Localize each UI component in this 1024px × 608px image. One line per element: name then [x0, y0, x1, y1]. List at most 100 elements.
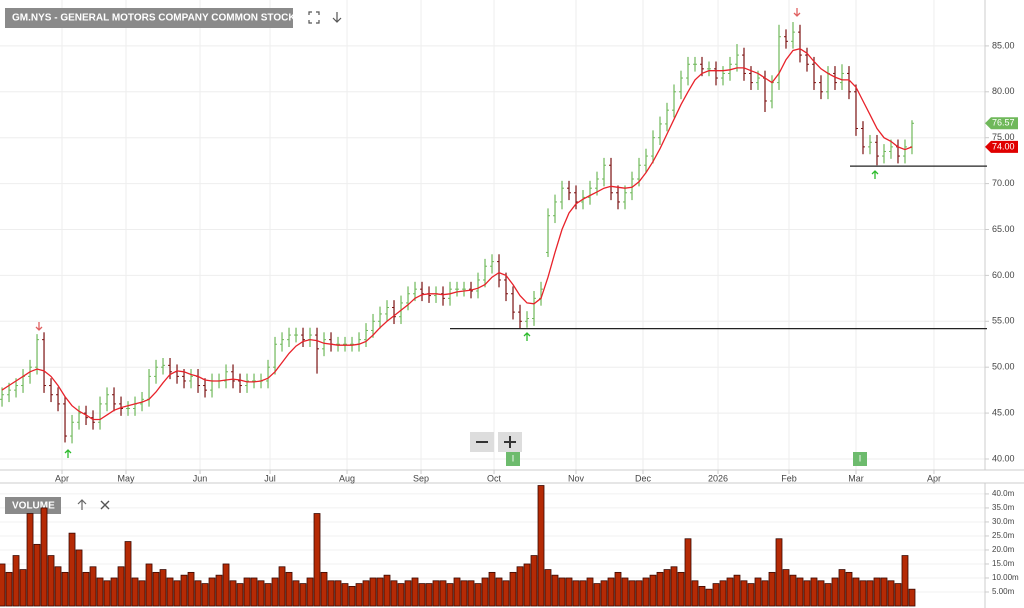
volume-bar [215, 574, 223, 607]
volume-bar [502, 580, 510, 607]
volume-bar [474, 583, 482, 607]
y-tick-label: 70.00 [992, 178, 1015, 188]
sell-arrow [793, 8, 801, 17]
volume-bar [82, 571, 90, 607]
volume-bar [845, 571, 853, 607]
event-marker [853, 452, 867, 466]
volume-bar [509, 571, 517, 607]
x-tick-label: May [117, 473, 135, 483]
volume-bar [656, 571, 664, 607]
move-up-icon[interactable] [77, 499, 87, 510]
volume-bar [390, 580, 398, 607]
volume-bar [887, 580, 895, 607]
event-marker [506, 452, 520, 466]
volume-bar [362, 580, 370, 607]
volume-bar [621, 577, 629, 607]
volume-bar [33, 543, 41, 607]
title-box [5, 8, 293, 28]
volume-bar [530, 555, 538, 607]
volume-bar [243, 577, 251, 607]
volume-bar [789, 574, 797, 607]
volume-bar [348, 585, 356, 607]
volume-bar [12, 555, 20, 607]
x-tick-label: Apr [55, 473, 69, 483]
x-tick-label: Nov [568, 473, 585, 483]
volume-bar [880, 577, 888, 607]
fullscreen-icon[interactable] [308, 11, 320, 24]
volume-bar [544, 569, 552, 607]
volume-bar [894, 583, 902, 607]
x-tick-label: Mar [848, 473, 864, 483]
volume-bar [117, 566, 125, 607]
y-tick-label: 5.00m [992, 587, 1015, 596]
volume-bar [26, 513, 34, 607]
y-tick-label: 55.00 [992, 316, 1015, 326]
event-label: I [859, 453, 862, 463]
volume-bar [47, 555, 55, 607]
volume-bar [866, 580, 874, 607]
volume-bar [103, 580, 111, 607]
volume-bar [488, 571, 496, 607]
volume-bar [341, 583, 349, 607]
volume-bar [89, 566, 97, 607]
y-tick-label: 30.0m [992, 517, 1015, 526]
volume-bar [635, 580, 643, 607]
volume-bar [481, 577, 489, 607]
volume-bar [607, 577, 615, 607]
volume-bar [110, 577, 118, 607]
price-tag [985, 117, 1018, 130]
volume-bar [761, 580, 769, 607]
volume-bar [677, 571, 685, 607]
volume-bar [145, 563, 153, 607]
y-tick-label: 80.00 [992, 86, 1015, 96]
volume-bar [320, 571, 328, 607]
volume-bar [593, 583, 601, 607]
volume-bar [614, 571, 622, 607]
volume-bar [852, 577, 860, 607]
volume-bar [131, 577, 139, 607]
x-tick-label: Jun [193, 473, 208, 483]
y-tick-label: 65.00 [992, 224, 1015, 234]
volume-bar [831, 577, 839, 607]
volume-bar [264, 583, 272, 607]
download-icon[interactable] [332, 12, 342, 23]
volume-bar [551, 574, 559, 607]
volume-bar [726, 577, 734, 607]
y-tick-label: 40.0m [992, 489, 1015, 498]
volume-bar [782, 569, 790, 607]
volume-bar [495, 577, 503, 607]
close-icon[interactable] [100, 500, 110, 510]
volume-bar [859, 580, 867, 607]
volume-bar [768, 571, 776, 607]
volume-bar [327, 580, 335, 607]
volume-bar [460, 580, 468, 607]
signal-arrows [35, 8, 879, 458]
volume-bar [411, 577, 419, 607]
volume-bar [404, 580, 412, 607]
volume-bar [754, 577, 762, 607]
volume-bar [334, 580, 342, 607]
volume-bar [439, 580, 447, 607]
volume-bar [432, 580, 440, 607]
volume-bar [719, 580, 727, 607]
volume-bar [313, 513, 321, 607]
volume-bar [698, 585, 706, 607]
volume-bar [733, 574, 741, 607]
buy-arrow [64, 449, 72, 458]
volume-title: VOLUME [12, 501, 55, 512]
volume-bar [565, 577, 573, 607]
volume-bar [824, 583, 832, 607]
y-tick-label: 45.00 [992, 407, 1015, 417]
buy-arrow [871, 170, 879, 179]
chart-title: GM.NYS - GENERAL MOTORS COMPANY COMMON S… [12, 13, 296, 24]
volume-bar [257, 580, 265, 607]
y-tick-label: 85.00 [992, 40, 1015, 50]
volume-bar [838, 569, 846, 607]
volume-bar [425, 583, 433, 607]
y-tick-label: 60.00 [992, 270, 1015, 280]
volume-bar [355, 583, 363, 607]
volume-bar [579, 580, 587, 607]
volume-bar [600, 580, 608, 607]
volume-bar [173, 580, 181, 607]
